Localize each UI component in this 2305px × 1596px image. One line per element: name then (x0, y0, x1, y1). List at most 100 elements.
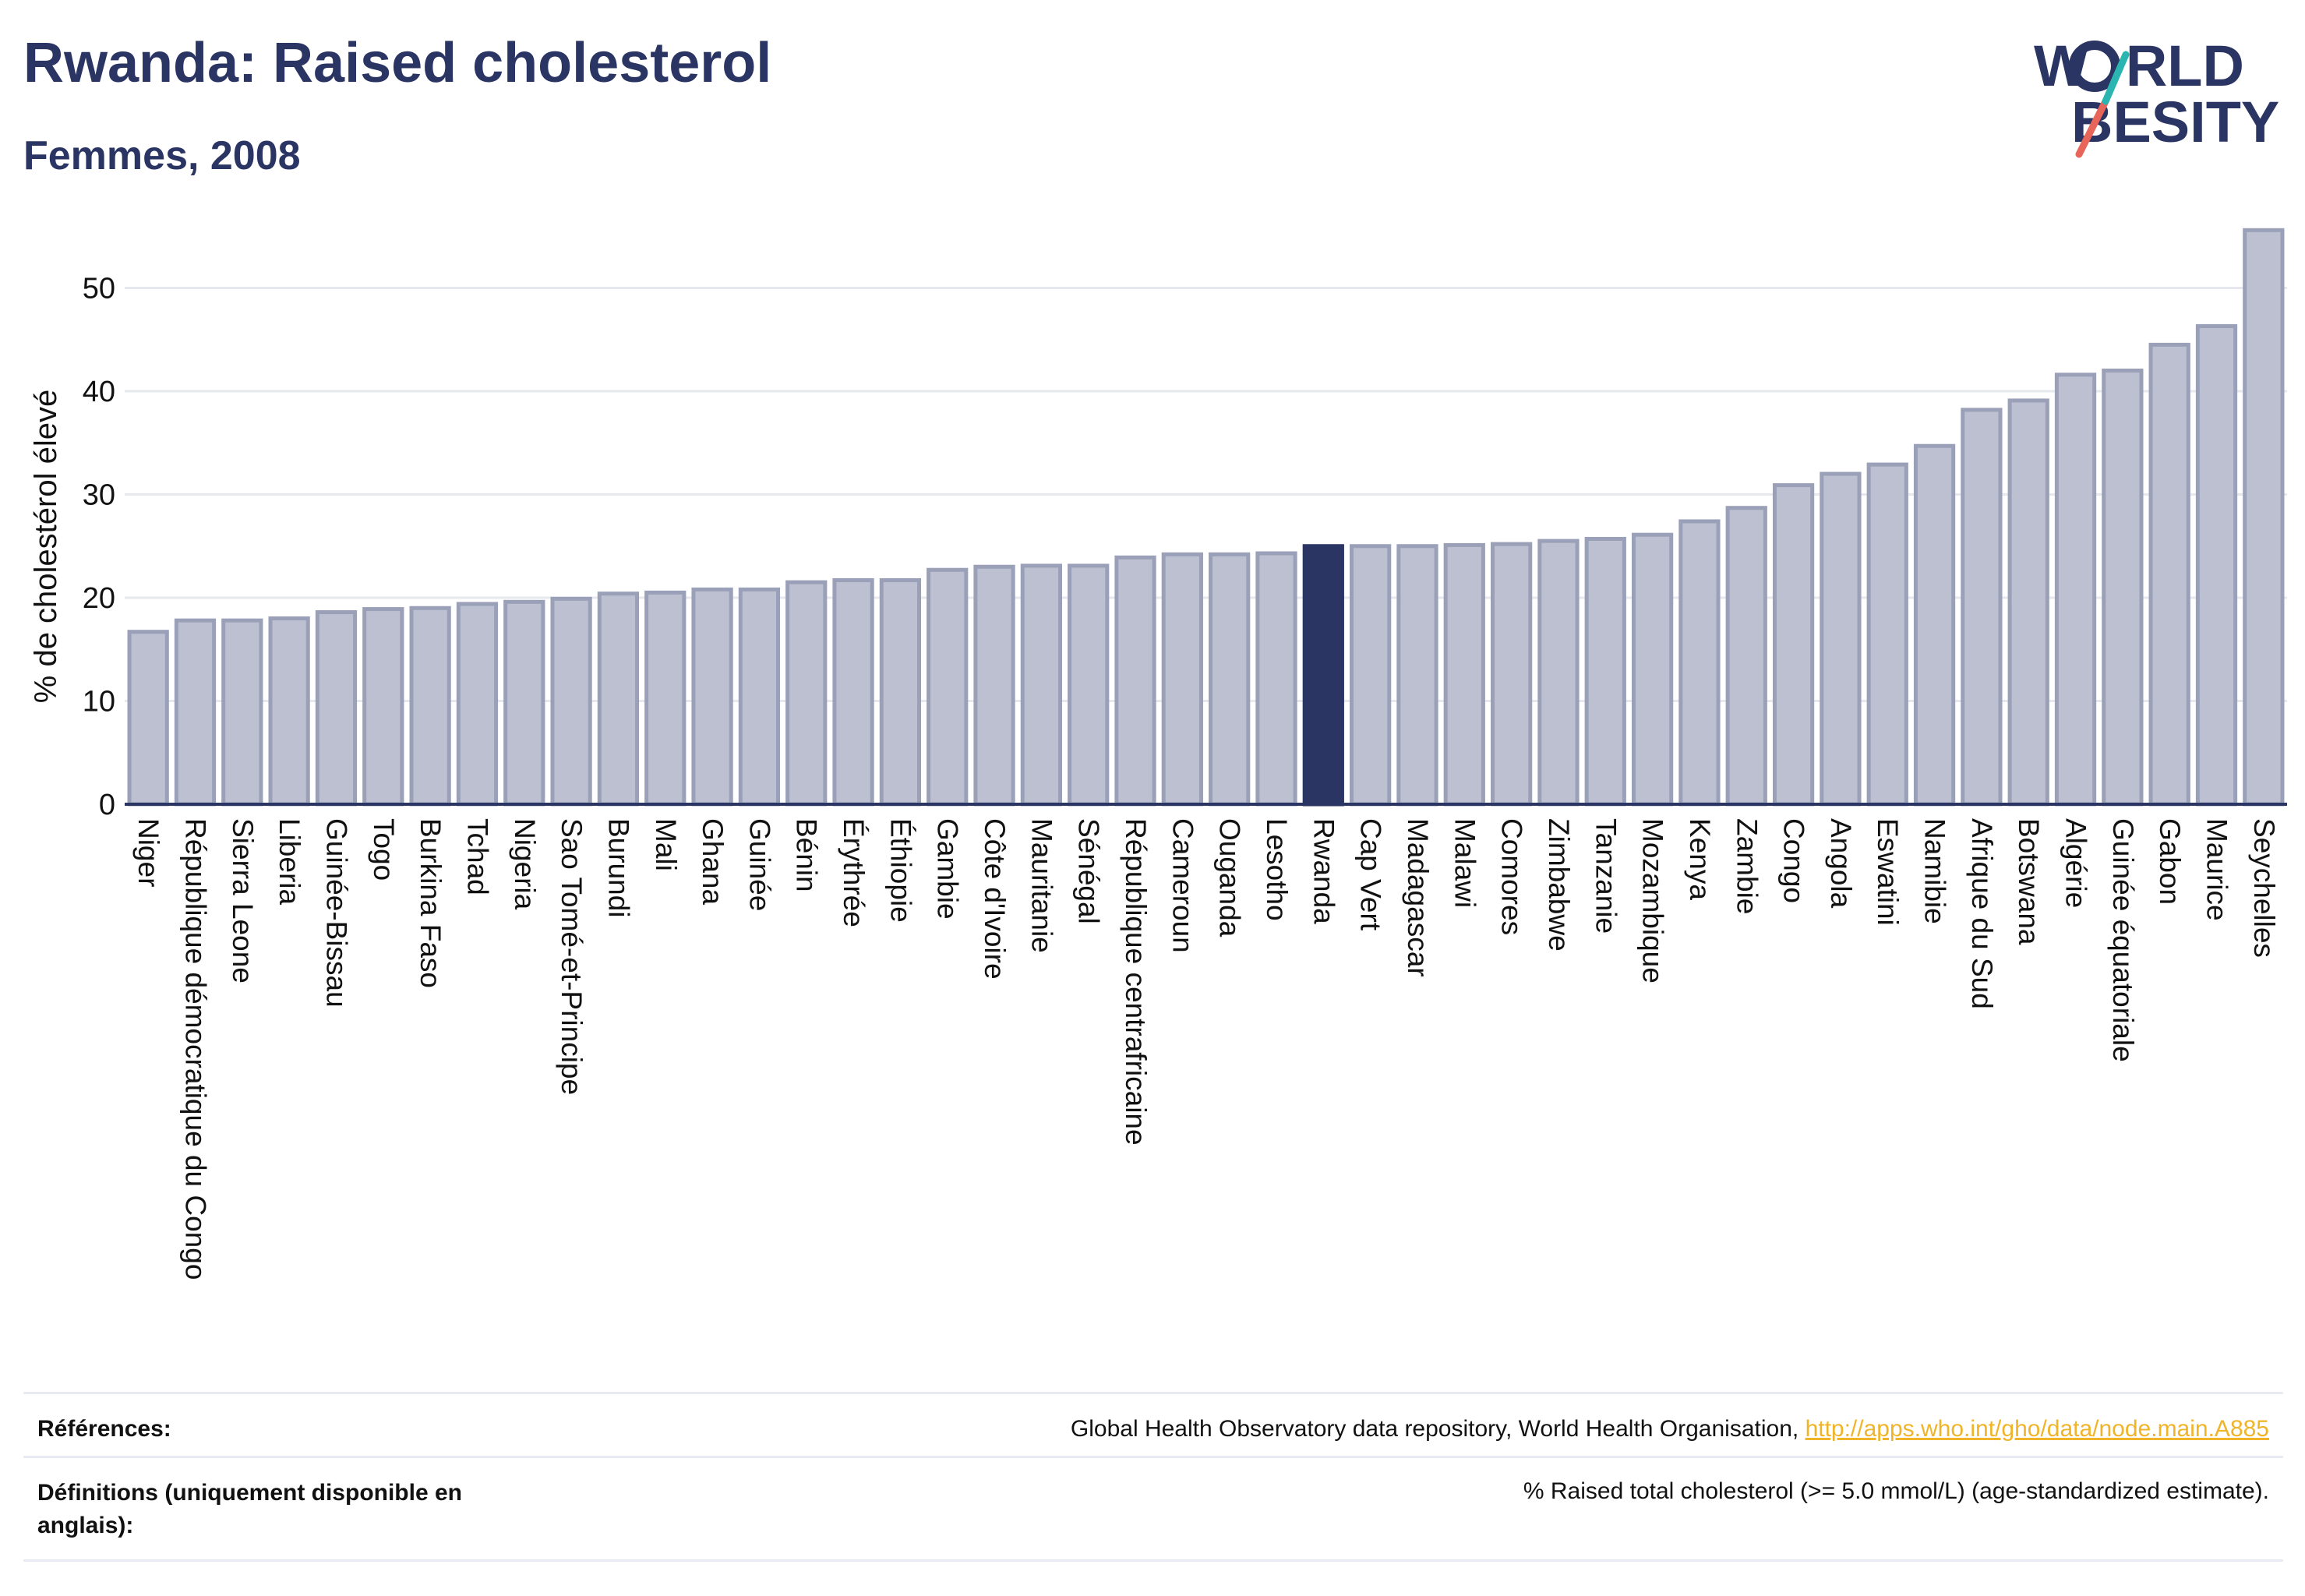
x-tick-label: Ouganda (1214, 818, 1246, 937)
logo-o-ring (2069, 41, 2120, 92)
bar (1350, 544, 1392, 807)
bar (644, 590, 687, 807)
y-tick-label: 20 (83, 582, 115, 615)
footer-definitions-row: Définitions (uniquement disponible en ang… (23, 1456, 2283, 1562)
bar (2243, 228, 2285, 807)
references-text: Global Health Observatory data repositor… (1070, 1416, 1806, 1442)
bar (503, 599, 545, 807)
bar-highlighted (1302, 544, 1344, 807)
x-tick-label: Gabon (2154, 818, 2186, 905)
x-tick-label: Seychelles (2248, 818, 2280, 958)
definitions-label-line1: Définitions (uniquement disponible en (37, 1480, 462, 1506)
y-axis-ticks: 0 10 20 30 40 50 (83, 273, 115, 822)
definitions-label-line2: anglais): (37, 1513, 134, 1538)
bar (2102, 369, 2144, 807)
x-tick-label: Érythrée (838, 818, 870, 927)
bar (1443, 542, 1485, 807)
bar (1725, 506, 1767, 807)
y-tick-label: 50 (83, 273, 115, 305)
x-tick-label: Cap Vert (1355, 818, 1387, 931)
x-tick-label: Madagascar (1402, 818, 1434, 977)
x-tick-label: Rwanda (1308, 818, 1340, 924)
x-tick-label: Gambie (932, 818, 964, 920)
x-tick-label: Guinée équatoriale (2107, 818, 2139, 1062)
bar (1209, 552, 1251, 807)
footer-references-row: Références: Global Health Observatory da… (23, 1392, 2283, 1458)
world-obesity-logo: W RLD BESITY (2034, 34, 2279, 158)
references-link[interactable]: http://apps.who.int/gho/data/node.main.A… (1805, 1416, 2269, 1442)
references-label: Références: (37, 1416, 171, 1442)
bar (550, 596, 592, 807)
bar (1396, 544, 1438, 807)
page-subtitle: Femmes, 2008 (23, 133, 301, 178)
x-tick-label: Algérie (2060, 818, 2092, 908)
bar (1820, 471, 1862, 807)
x-tick-label: Mali (650, 818, 682, 871)
bar (1678, 519, 1721, 807)
bar (1866, 462, 1908, 807)
bar (127, 630, 169, 807)
x-tick-label: Kenya (1684, 818, 1716, 900)
x-tick-label: Angola (1825, 818, 1857, 909)
bar (2148, 342, 2190, 807)
bar (1114, 555, 1156, 807)
references-value: Global Health Observatory data repositor… (1071, 1416, 2269, 1442)
x-tick-label: Liberia (274, 818, 305, 905)
bar (973, 564, 1015, 807)
x-tick-label: Botswana (2013, 818, 2045, 945)
x-tick-label: Maurice (2201, 818, 2233, 921)
x-tick-label: Burkina Faso (415, 818, 447, 988)
x-tick-label: Tanzanie (1590, 818, 1622, 934)
x-tick-label: Éthiopie (884, 818, 916, 923)
bar (1913, 443, 1956, 807)
x-tick-label: Lesotho (1261, 818, 1293, 921)
logo-slash-coral (2075, 97, 2109, 158)
bar (1020, 563, 1062, 807)
bar (2007, 398, 2049, 807)
x-tick-label: Sao Tomé-et-Principe (556, 818, 588, 1095)
bar (927, 567, 969, 807)
x-tick-label: Sénégal (1073, 818, 1105, 924)
x-tick-label: Namibie (1919, 818, 1951, 924)
y-tick-label: 40 (83, 376, 115, 408)
logo-text-world: W RLD (2034, 34, 2244, 98)
x-tick-label: Zambie (1731, 818, 1763, 914)
x-tick-label: Afrique du Sud (1966, 818, 1998, 1009)
bar (785, 580, 828, 807)
bar (362, 607, 404, 807)
x-tick-label: Comores (1496, 818, 1528, 935)
y-tick-label: 10 (83, 686, 115, 719)
definitions-label: Définitions (uniquement disponible en ang… (37, 1477, 462, 1542)
y-axis-label: % de cholestérol élevé (29, 390, 63, 703)
y-tick-label: 0 (99, 789, 115, 821)
x-tick-label: Guinée-Bissau (320, 818, 352, 1008)
bar (2195, 324, 2238, 807)
x-tick-label: Mauritanie (1025, 818, 1057, 953)
bar (456, 602, 499, 807)
x-tick-label: Burundi (602, 818, 634, 918)
x-tick-label: Ghana (697, 818, 729, 906)
bar (1068, 563, 1110, 807)
x-tick-label: Zimbabwe (1543, 818, 1575, 952)
bar (832, 577, 874, 807)
x-tick-label: Côte d'Ivoire (979, 818, 1011, 980)
x-tick-label: Malawi (1449, 818, 1481, 908)
x-tick-label: Cameroun (1167, 818, 1198, 953)
x-tick-label: République démocratique du Congo (179, 818, 211, 1280)
x-axis-labels: Niger République démocratique du Congo Sie… (132, 818, 2280, 1280)
bar-chart: 0 10 20 30 40 50 Niger République démocratique… (29, 228, 2287, 1280)
x-tick-label: République centrafricaine (1120, 818, 1152, 1146)
bar (1255, 551, 1297, 807)
x-tick-label: Tchad (461, 818, 493, 895)
bar (691, 587, 733, 807)
x-tick-label: Nigeria (509, 818, 541, 910)
bars (127, 228, 2285, 807)
bar (268, 616, 310, 807)
bar (2054, 373, 2097, 807)
bar (409, 606, 451, 807)
x-tick-label: Eswatini (1872, 818, 1904, 926)
x-tick-label: Bénin (791, 818, 823, 892)
x-tick-label: Togo (368, 818, 400, 881)
bar (1772, 483, 1815, 807)
bar (1961, 408, 2003, 807)
